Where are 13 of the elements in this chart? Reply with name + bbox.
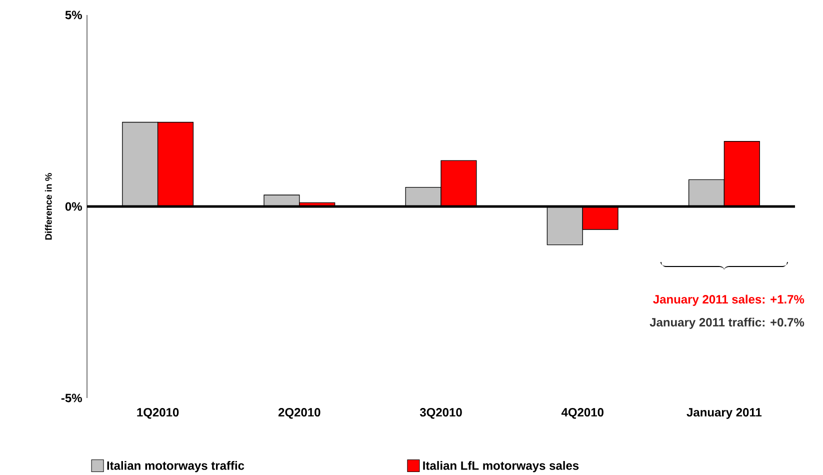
y-tick-label: 0%	[65, 202, 82, 211]
annotation: January 2011 traffic: +0.7%	[650, 318, 804, 329]
legend-label: Italian motorways traffic	[107, 461, 244, 472]
x-tick-label: 2Q2010	[278, 408, 320, 419]
x-tick-label: 1Q2010	[137, 408, 179, 419]
x-tick-label: January 2011	[686, 408, 762, 419]
x-tick-label: 3Q2010	[420, 408, 462, 419]
annotation: January 2011 sales: +1.7%	[653, 294, 804, 306]
x-tick-label: 4Q2010	[561, 408, 604, 419]
y-tick-label: -5%	[61, 394, 82, 402]
y-tick-label: 5%	[65, 10, 82, 20]
legend-label: Italian LfL motorways sales	[423, 461, 579, 472]
y-axis-title: Difference in %	[44, 173, 52, 240]
